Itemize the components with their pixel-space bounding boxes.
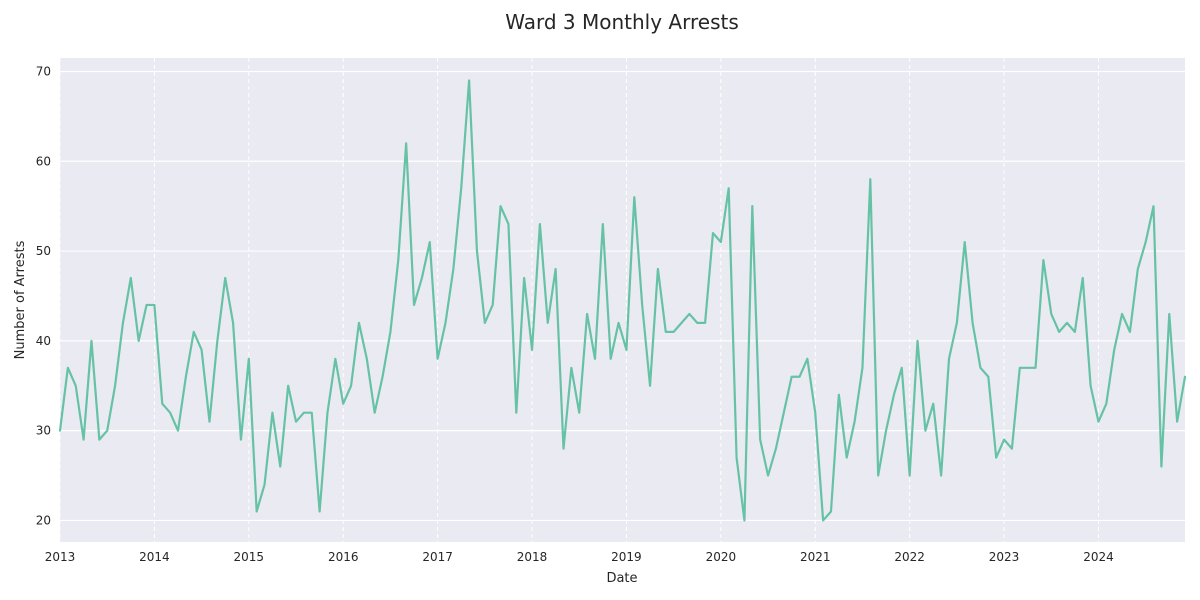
y-tick-label: 60 bbox=[36, 154, 51, 168]
x-axis-label: Date bbox=[606, 571, 637, 586]
x-tick-label: 2017 bbox=[422, 550, 453, 564]
x-tick-label: 2022 bbox=[894, 550, 925, 564]
y-axis-ticks: 20 30 40 50 60 70 bbox=[36, 64, 51, 527]
y-tick-label: 70 bbox=[36, 64, 51, 78]
x-tick-label: 2019 bbox=[611, 550, 642, 564]
x-tick-label: 2023 bbox=[989, 550, 1020, 564]
y-axis-label: Number of Arrests bbox=[13, 240, 28, 359]
x-tick-label: 2016 bbox=[328, 550, 359, 564]
x-tick-label: 2015 bbox=[234, 550, 265, 564]
x-tick-label: 2024 bbox=[1083, 550, 1114, 564]
x-tick-label: 2020 bbox=[706, 550, 737, 564]
x-tick-label: 2014 bbox=[139, 550, 170, 564]
x-tick-label: 2013 bbox=[45, 550, 76, 564]
y-tick-label: 40 bbox=[36, 334, 51, 348]
plot-area bbox=[60, 58, 1185, 542]
grid bbox=[59, 58, 1185, 542]
chart-title: Ward 3 Monthly Arrests bbox=[505, 10, 739, 34]
y-tick-label: 50 bbox=[36, 244, 51, 258]
series-line-group bbox=[58, 79, 1187, 522]
series-line bbox=[58, 79, 1187, 522]
y-tick-label: 30 bbox=[36, 424, 51, 438]
y-tick-label: 20 bbox=[36, 513, 51, 527]
x-tick-label: 2018 bbox=[517, 550, 548, 564]
x-tick-label: 2021 bbox=[800, 550, 831, 564]
x-axis-ticks: 2013 2014 2015 2016 2017 2018 2019 2020 2021 2022… bbox=[45, 550, 1114, 564]
